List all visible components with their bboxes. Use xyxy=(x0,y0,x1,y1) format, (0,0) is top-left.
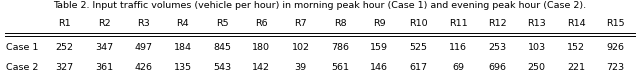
Text: Case 1: Case 1 xyxy=(6,44,38,52)
Text: R4: R4 xyxy=(177,18,189,27)
Text: 327: 327 xyxy=(56,62,74,71)
Text: R5: R5 xyxy=(216,18,228,27)
Text: 103: 103 xyxy=(527,44,546,52)
Text: Case 2: Case 2 xyxy=(6,62,38,71)
Text: 184: 184 xyxy=(173,44,191,52)
Text: 361: 361 xyxy=(95,62,113,71)
Text: R9: R9 xyxy=(373,18,386,27)
Text: 146: 146 xyxy=(371,62,388,71)
Text: 347: 347 xyxy=(95,44,113,52)
Text: 116: 116 xyxy=(449,44,467,52)
Text: 152: 152 xyxy=(567,44,585,52)
Text: R11: R11 xyxy=(449,18,467,27)
Text: R15: R15 xyxy=(606,18,625,27)
Text: R8: R8 xyxy=(333,18,346,27)
Text: Table 2. Input traffic volumes (vehicle per hour) in morning peak hour (Case 1) : Table 2. Input traffic volumes (vehicle … xyxy=(53,1,587,10)
Text: 543: 543 xyxy=(213,62,231,71)
Text: 135: 135 xyxy=(173,62,192,71)
Text: R7: R7 xyxy=(294,18,307,27)
Text: 926: 926 xyxy=(606,44,625,52)
Text: 180: 180 xyxy=(252,44,270,52)
Text: 786: 786 xyxy=(331,44,349,52)
Text: 142: 142 xyxy=(252,62,270,71)
Text: 250: 250 xyxy=(527,62,546,71)
Text: 69: 69 xyxy=(452,62,464,71)
Text: 159: 159 xyxy=(371,44,388,52)
Text: 617: 617 xyxy=(410,62,428,71)
Text: R14: R14 xyxy=(566,18,586,27)
Text: R3: R3 xyxy=(137,18,150,27)
Text: 497: 497 xyxy=(134,44,152,52)
Text: 845: 845 xyxy=(213,44,231,52)
Text: 525: 525 xyxy=(410,44,428,52)
Text: R10: R10 xyxy=(410,18,428,27)
Text: R6: R6 xyxy=(255,18,268,27)
Text: 102: 102 xyxy=(292,44,310,52)
Text: 221: 221 xyxy=(567,62,585,71)
Text: 253: 253 xyxy=(488,44,506,52)
Text: 39: 39 xyxy=(294,62,307,71)
Text: R1: R1 xyxy=(58,18,71,27)
Text: 252: 252 xyxy=(56,44,74,52)
Text: 723: 723 xyxy=(606,62,625,71)
Text: 696: 696 xyxy=(488,62,506,71)
Text: R2: R2 xyxy=(98,18,110,27)
Text: R13: R13 xyxy=(527,18,546,27)
Text: R12: R12 xyxy=(488,18,507,27)
Text: 561: 561 xyxy=(331,62,349,71)
Text: 426: 426 xyxy=(134,62,152,71)
